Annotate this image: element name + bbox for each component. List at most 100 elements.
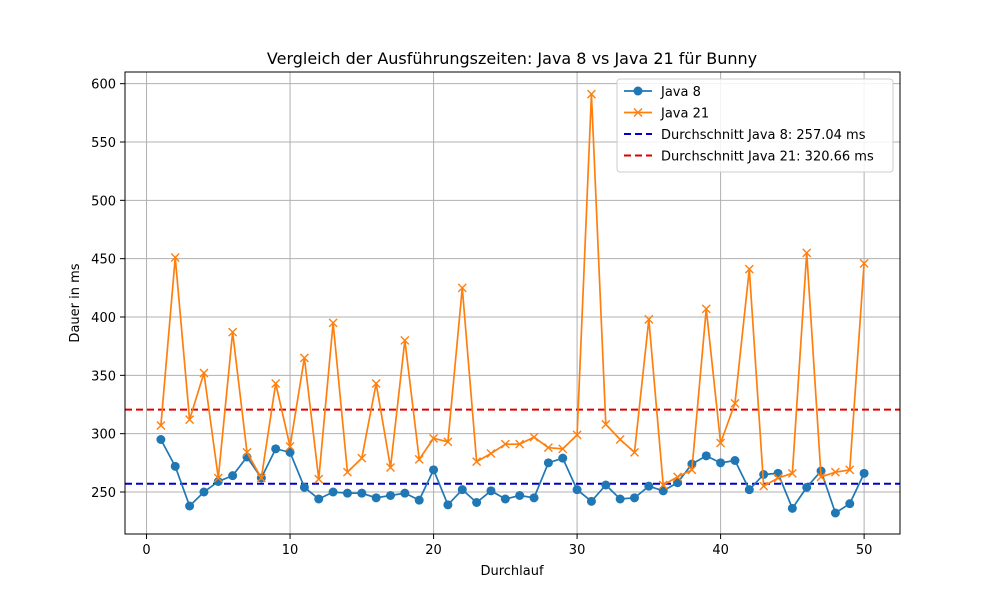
data-point [716,438,726,448]
chart-title: Vergleich der Ausführungszeiten: Java 8 … [267,49,757,68]
data-point [299,353,309,363]
marker-stroke [199,368,209,378]
data-point [228,471,238,481]
marker-stroke [429,433,439,443]
x-tick-label: 20 [425,543,442,558]
legend-label: Durchschnitt Java 21: 320.66 ms [661,150,874,165]
y-tick-label: 450 [91,253,116,268]
marker-stroke [256,473,266,483]
data-point [787,503,797,513]
marker-stroke [687,465,697,475]
data-point [371,379,381,388]
plot-frame [124,71,901,535]
data-point [543,443,553,453]
data-point [199,487,209,497]
data-point [673,478,683,488]
data-point [414,495,424,505]
legend-item: Java 8 [624,85,701,100]
x-tick-label: 10 [282,543,299,558]
data-point [529,432,539,442]
marker-stroke [285,442,295,451]
marker-stroke [787,468,797,478]
marker-stroke [802,248,812,258]
marker-stroke [486,449,496,458]
y-tick-label: 550 [91,136,116,151]
data-point [529,493,539,503]
marker-stroke [615,435,625,444]
marker-stroke [357,453,367,463]
legend-item: Java 21 [624,107,709,122]
data-point [328,487,338,497]
data-point [558,453,568,463]
x-tick-label: 0 [142,543,150,558]
data-point [429,465,439,475]
data-point [830,508,840,518]
data-point [242,447,252,457]
data-point [802,248,812,258]
marker-stroke [314,474,324,484]
legend-marker [633,86,643,96]
marker-stroke [529,432,539,442]
marker-stroke [701,304,711,314]
data-point [730,398,740,408]
data-point [443,437,453,447]
marker-stroke [443,437,453,447]
data-point [386,491,396,500]
marker-stroke [170,253,180,262]
data-point [845,499,855,509]
y-tick-label: 500 [91,194,116,209]
legend: Java 8 Java 21 Durchschnitt Java 8: 257.04… [616,78,894,173]
data-point [400,335,410,345]
x-axis-label: Durchlauf [480,564,544,579]
data-point [701,304,711,314]
data-point [271,444,281,454]
legend-label: Durchschnitt Java 8: 257.04 ms [661,128,866,143]
data-point [486,486,496,496]
marker-stroke [543,443,553,453]
data-point [285,442,295,451]
marker-stroke [633,108,643,117]
data-point [328,318,338,328]
marker-stroke [400,335,410,345]
data-point [629,447,639,457]
data-point [615,435,625,444]
y-tick-label: 350 [91,369,116,384]
y-tick-label: 300 [91,428,116,443]
data-point [170,253,180,262]
x-tick-label: 30 [569,543,586,558]
legend-label: Java 21 [660,107,709,122]
data-point [443,500,453,510]
data-point [744,264,754,274]
marker-stroke [515,439,525,449]
data-point [500,439,510,449]
data-point [601,480,611,490]
marker-stroke [644,314,654,324]
y-tick-label: 400 [91,311,116,326]
data-point [859,468,869,478]
y-axis-label: Dauer in ms [68,263,83,342]
marker-stroke [386,463,396,472]
data-point [558,444,568,454]
x-tick-label: 50 [856,543,873,558]
marker-stroke [371,379,381,388]
data-point [543,458,553,468]
x-tick-label: 40 [712,543,729,558]
marker-stroke [271,379,281,388]
series-line [156,89,869,491]
data-point [615,494,625,504]
data-point [802,482,812,492]
marker-stroke [759,481,769,491]
marker-stroke [773,473,783,483]
data-point [228,327,238,337]
data-point [314,494,324,504]
data-point [586,496,596,506]
data-point [213,473,223,483]
data-point [586,89,596,99]
data-point [185,501,195,511]
data-point [371,493,381,503]
data-point [400,488,410,498]
data-point [199,368,209,378]
data-point [342,467,352,477]
series-line [156,435,869,518]
